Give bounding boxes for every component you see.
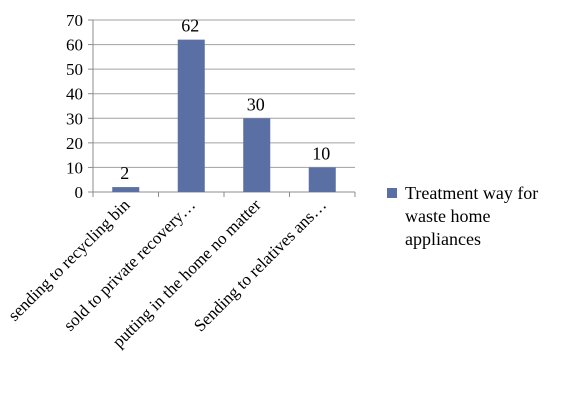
y-tick-label: 50	[66, 60, 83, 79]
bar	[112, 187, 140, 192]
bar	[308, 167, 336, 192]
y-tick-label: 20	[66, 134, 83, 153]
x-category-label: Sending to relatives ans…	[190, 195, 330, 335]
bar	[243, 118, 271, 192]
data-label: 10	[312, 143, 330, 163]
y-tick-label: 10	[66, 158, 83, 177]
x-category-label: sold to private recovery…	[60, 195, 199, 334]
y-tick-label: 60	[66, 36, 83, 55]
data-label: 30	[247, 94, 265, 114]
bar	[177, 39, 205, 193]
y-tick-label: 0	[75, 183, 84, 202]
y-tick-label: 30	[66, 109, 83, 128]
legend-label: appliances	[405, 229, 481, 249]
data-label: 62	[181, 16, 199, 36]
y-tick-label: 70	[66, 11, 83, 30]
x-category-label: sending to recycling bin	[4, 195, 134, 325]
legend-label: Treatment way for	[405, 183, 538, 203]
legend-label: waste home	[405, 206, 490, 226]
legend-swatch	[387, 188, 397, 198]
y-tick-label: 40	[66, 85, 83, 104]
data-label: 2	[120, 163, 129, 183]
